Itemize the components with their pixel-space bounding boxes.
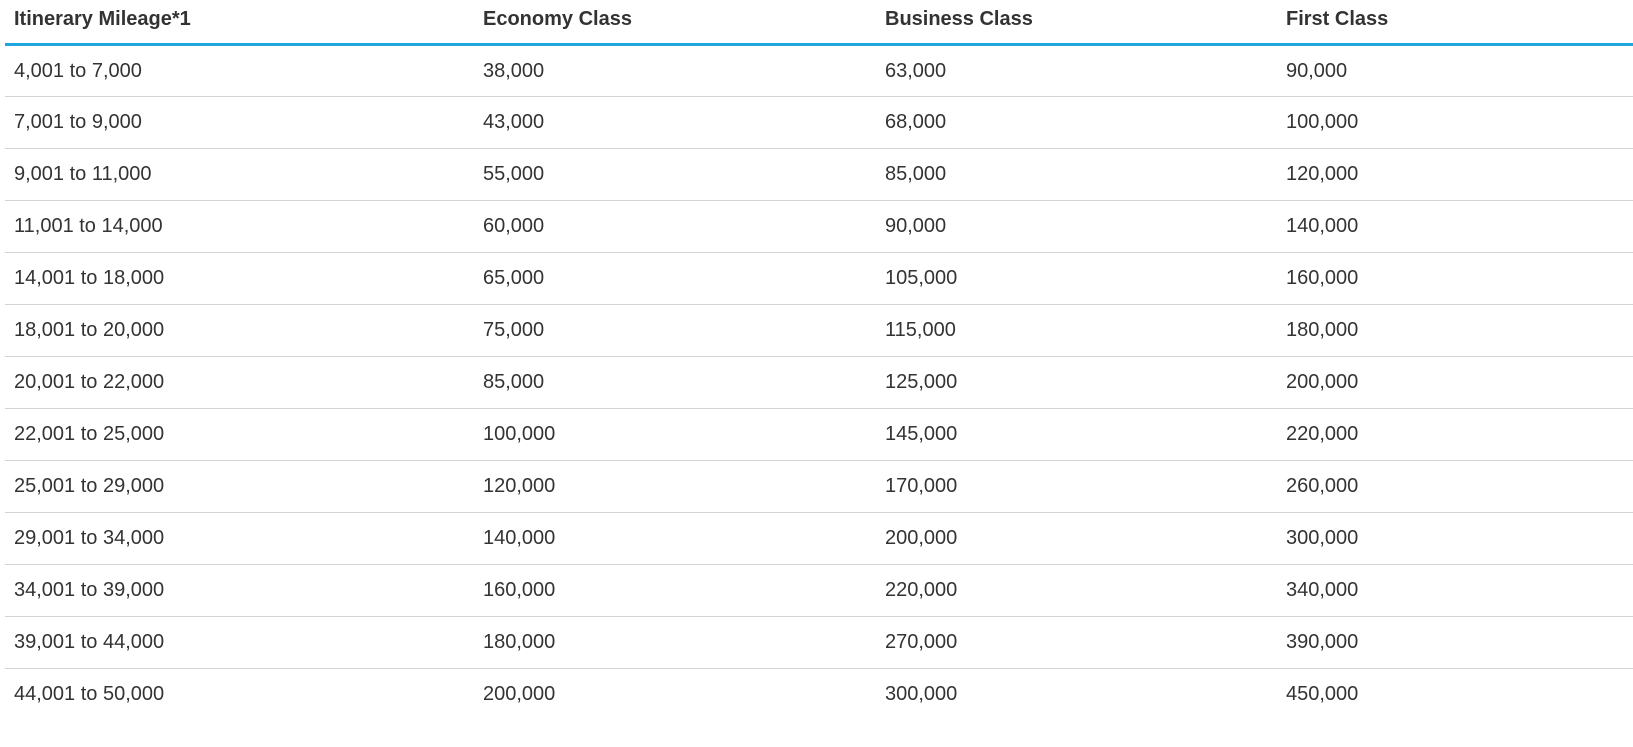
cell-economy: 100,000 [474,408,876,461]
cell-business: 200,000 [876,512,1277,565]
table-row: 44,001 to 50,000 200,000 300,000 450,000 [5,668,1633,720]
table-row: 11,001 to 14,000 60,000 90,000 140,000 [5,200,1633,253]
table-row: 18,001 to 20,000 75,000 115,000 180,000 [5,304,1633,357]
cell-first: 160,000 [1277,252,1633,305]
cell-economy: 75,000 [474,304,876,357]
cell-first: 140,000 [1277,200,1633,253]
table-header: Itinerary Mileage*1 Economy Class Busine… [5,0,1633,46]
cell-economy: 60,000 [474,200,876,253]
cell-business: 115,000 [876,304,1277,357]
cell-itinerary-mileage: 20,001 to 22,000 [5,356,474,409]
cell-first: 90,000 [1277,44,1633,97]
cell-economy: 65,000 [474,252,876,305]
table-row: 22,001 to 25,000 100,000 145,000 220,000 [5,408,1633,461]
cell-first: 100,000 [1277,96,1633,149]
cell-itinerary-mileage: 25,001 to 29,000 [5,460,474,513]
table-body: 4,001 to 7,000 38,000 63,000 90,000 7,00… [5,44,1633,720]
cell-itinerary-mileage: 4,001 to 7,000 [5,44,474,97]
cell-first: 450,000 [1286,683,1359,706]
header-economy-class: Economy Class [474,0,876,46]
cell-economy: 200,000 [483,683,556,706]
cell-economy: 180,000 [474,616,876,669]
table-row: 29,001 to 34,000 140,000 200,000 300,000 [5,512,1633,565]
cell-itinerary-mileage: 11,001 to 14,000 [5,200,474,253]
cell-business: 90,000 [876,200,1277,253]
mileage-award-table-container: Itinerary Mileage*1 Economy Class Busine… [5,0,1633,720]
cell-business: 63,000 [876,44,1277,97]
cell-business: 300,000 [885,683,958,706]
header-row: Itinerary Mileage*1 Economy Class Busine… [5,0,1633,46]
header-itinerary-mileage: Itinerary Mileage*1 [5,0,474,46]
cell-itinerary-mileage: 39,001 to 44,000 [5,616,474,669]
table-row: 14,001 to 18,000 65,000 105,000 160,000 [5,252,1633,305]
cell-itinerary-mileage: 9,001 to 11,000 [5,148,474,201]
cell-economy: 38,000 [474,44,876,97]
table-row: 7,001 to 9,000 43,000 68,000 100,000 [5,96,1633,149]
cell-business: 220,000 [876,564,1277,617]
cell-first: 390,000 [1277,616,1633,669]
cell-economy: 85,000 [474,356,876,409]
table-row: 25,001 to 29,000 120,000 170,000 260,000 [5,460,1633,513]
cell-business: 145,000 [876,408,1277,461]
table-row: 39,001 to 44,000 180,000 270,000 390,000 [5,616,1633,669]
cell-itinerary-mileage: 22,001 to 25,000 [5,408,474,461]
cell-economy: 120,000 [474,460,876,513]
header-first-class: First Class [1277,0,1633,46]
cell-economy: 140,000 [474,512,876,565]
cell-business: 105,000 [876,252,1277,305]
cell-first: 300,000 [1277,512,1633,565]
cell-itinerary-mileage: 14,001 to 18,000 [5,252,474,305]
cell-itinerary-mileage: 29,001 to 34,000 [5,512,474,565]
table-row: 4,001 to 7,000 38,000 63,000 90,000 [5,44,1633,97]
mileage-award-table: Itinerary Mileage*1 Economy Class Busine… [5,0,1633,720]
cell-first: 120,000 [1277,148,1633,201]
cell-business: 270,000 [876,616,1277,669]
header-business-class: Business Class [876,0,1277,46]
cell-business: 68,000 [876,96,1277,149]
cell-business: 125,000 [876,356,1277,409]
cell-first: 200,000 [1277,356,1633,409]
table-row: 20,001 to 22,000 85,000 125,000 200,000 [5,356,1633,409]
cell-itinerary-mileage: 18,001 to 20,000 [5,304,474,357]
cell-economy: 160,000 [474,564,876,617]
cell-first: 340,000 [1277,564,1633,617]
cell-business: 170,000 [876,460,1277,513]
cell-itinerary-mileage: 34,001 to 39,000 [5,564,474,617]
cell-business: 85,000 [876,148,1277,201]
cell-economy: 43,000 [474,96,876,149]
cell-first: 260,000 [1277,460,1633,513]
cell-economy: 55,000 [474,148,876,201]
cell-itinerary-mileage: 7,001 to 9,000 [5,96,474,149]
cell-first: 220,000 [1277,408,1633,461]
cell-itinerary-mileage: 44,001 to 50,000 [14,683,165,706]
table-row: 34,001 to 39,000 160,000 220,000 340,000 [5,564,1633,617]
table-row: 9,001 to 11,000 55,000 85,000 120,000 [5,148,1633,201]
cell-first: 180,000 [1277,304,1633,357]
